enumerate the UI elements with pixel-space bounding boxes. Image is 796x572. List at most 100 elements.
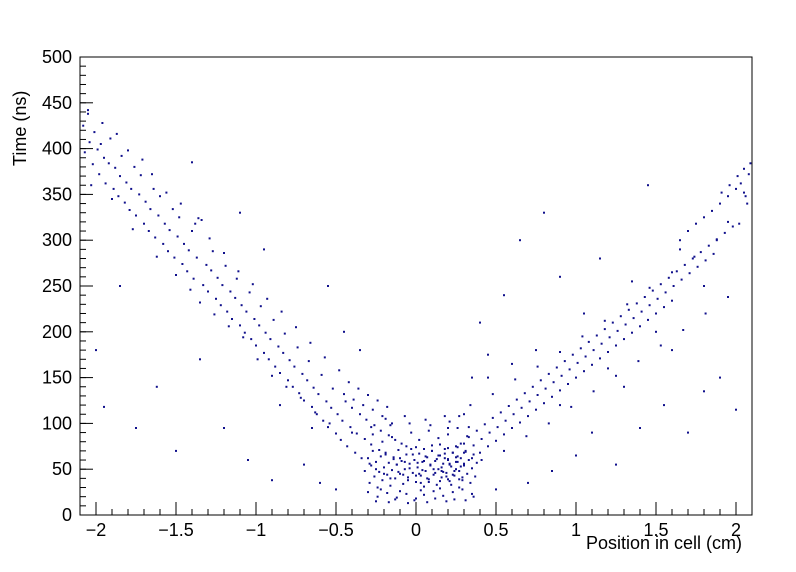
data-point: [408, 462, 411, 465]
data-point: [301, 372, 304, 375]
data-point: [437, 437, 440, 440]
data-point: [357, 387, 360, 390]
data-point: [723, 231, 726, 234]
data-point: [453, 474, 456, 477]
data-point: [307, 360, 310, 363]
data-point: [95, 349, 97, 352]
data-point: [336, 413, 339, 416]
data-point: [571, 353, 574, 356]
data-point: [331, 387, 334, 390]
x-tick-label: −1.5: [158, 520, 194, 540]
data-point: [528, 400, 531, 403]
data-point: [707, 244, 710, 247]
data-point: [311, 427, 313, 429]
data-point: [330, 406, 333, 409]
data-point: [258, 324, 261, 327]
data-point: [451, 491, 454, 494]
data-point: [439, 443, 441, 446]
x-tick-label: 0.5: [483, 520, 508, 540]
data-point: [427, 481, 430, 483]
data-point: [210, 269, 213, 272]
data-point: [338, 369, 341, 372]
data-point: [456, 455, 459, 458]
data-point: [656, 297, 659, 300]
data-point: [253, 318, 256, 320]
data-point: [543, 211, 545, 214]
data-point: [463, 464, 465, 467]
data-point: [335, 488, 337, 491]
data-point: [87, 112, 89, 115]
data-point: [455, 445, 457, 448]
data-point: [387, 501, 390, 504]
data-point: [514, 378, 517, 381]
data-point: [691, 257, 694, 260]
data-point: [559, 275, 561, 278]
data-point: [563, 360, 566, 363]
data-point: [173, 256, 176, 259]
data-point: [408, 422, 411, 425]
data-point: [419, 474, 422, 477]
data-point: [303, 463, 305, 466]
data-point: [243, 331, 246, 334]
data-point: [560, 374, 563, 377]
data-point: [411, 471, 414, 474]
data-point: [178, 216, 181, 219]
data-point: [455, 468, 457, 471]
data-point: [419, 481, 422, 484]
data-point: [451, 451, 454, 454]
data-point: [463, 462, 465, 465]
data-point: [375, 500, 377, 503]
data-point: [445, 500, 448, 503]
data-point: [231, 318, 233, 320]
data-point: [157, 214, 160, 217]
data-point: [483, 423, 486, 426]
data-point: [672, 285, 675, 287]
data-point: [335, 432, 337, 435]
data-point: [536, 394, 539, 396]
data-point: [680, 278, 683, 281]
data-point: [405, 453, 408, 456]
data-point: [392, 458, 395, 461]
data-point: [434, 497, 437, 500]
data-point: [416, 466, 419, 469]
data-point: [378, 470, 381, 473]
data-point: [376, 399, 379, 402]
data-point: [389, 477, 392, 480]
data-point: [442, 470, 445, 473]
x-tick-label: −0.5: [318, 520, 354, 540]
data-point: [432, 490, 435, 493]
data-point: [143, 222, 145, 225]
data-point: [386, 492, 389, 494]
data-point: [599, 257, 601, 260]
data-point: [491, 393, 494, 396]
data-point: [461, 476, 464, 479]
data-point: [279, 404, 281, 407]
data-point: [311, 405, 313, 408]
data-point: [453, 498, 456, 501]
data-point: [418, 438, 421, 441]
data-point: [410, 431, 413, 434]
data-point: [547, 422, 550, 425]
data-point: [344, 400, 347, 403]
data-point: [435, 458, 438, 461]
data-point: [355, 432, 358, 435]
data-point: [461, 479, 464, 482]
data-point: [386, 473, 389, 476]
data-point: [703, 390, 705, 393]
data-point: [567, 383, 569, 385]
data-point: [471, 376, 473, 379]
data-point: [386, 405, 389, 408]
data-point: [466, 472, 469, 475]
data-point: [363, 470, 366, 472]
data-point: [463, 451, 465, 454]
data-point: [391, 422, 393, 425]
data-point: [138, 193, 141, 196]
data-point: [239, 211, 241, 214]
data-point: [367, 457, 369, 460]
data-point: [447, 427, 449, 429]
y-tick-label: 300: [42, 230, 72, 250]
data-point: [167, 250, 169, 253]
data-point: [575, 376, 577, 379]
data-point: [472, 495, 475, 498]
data-point: [320, 373, 323, 376]
